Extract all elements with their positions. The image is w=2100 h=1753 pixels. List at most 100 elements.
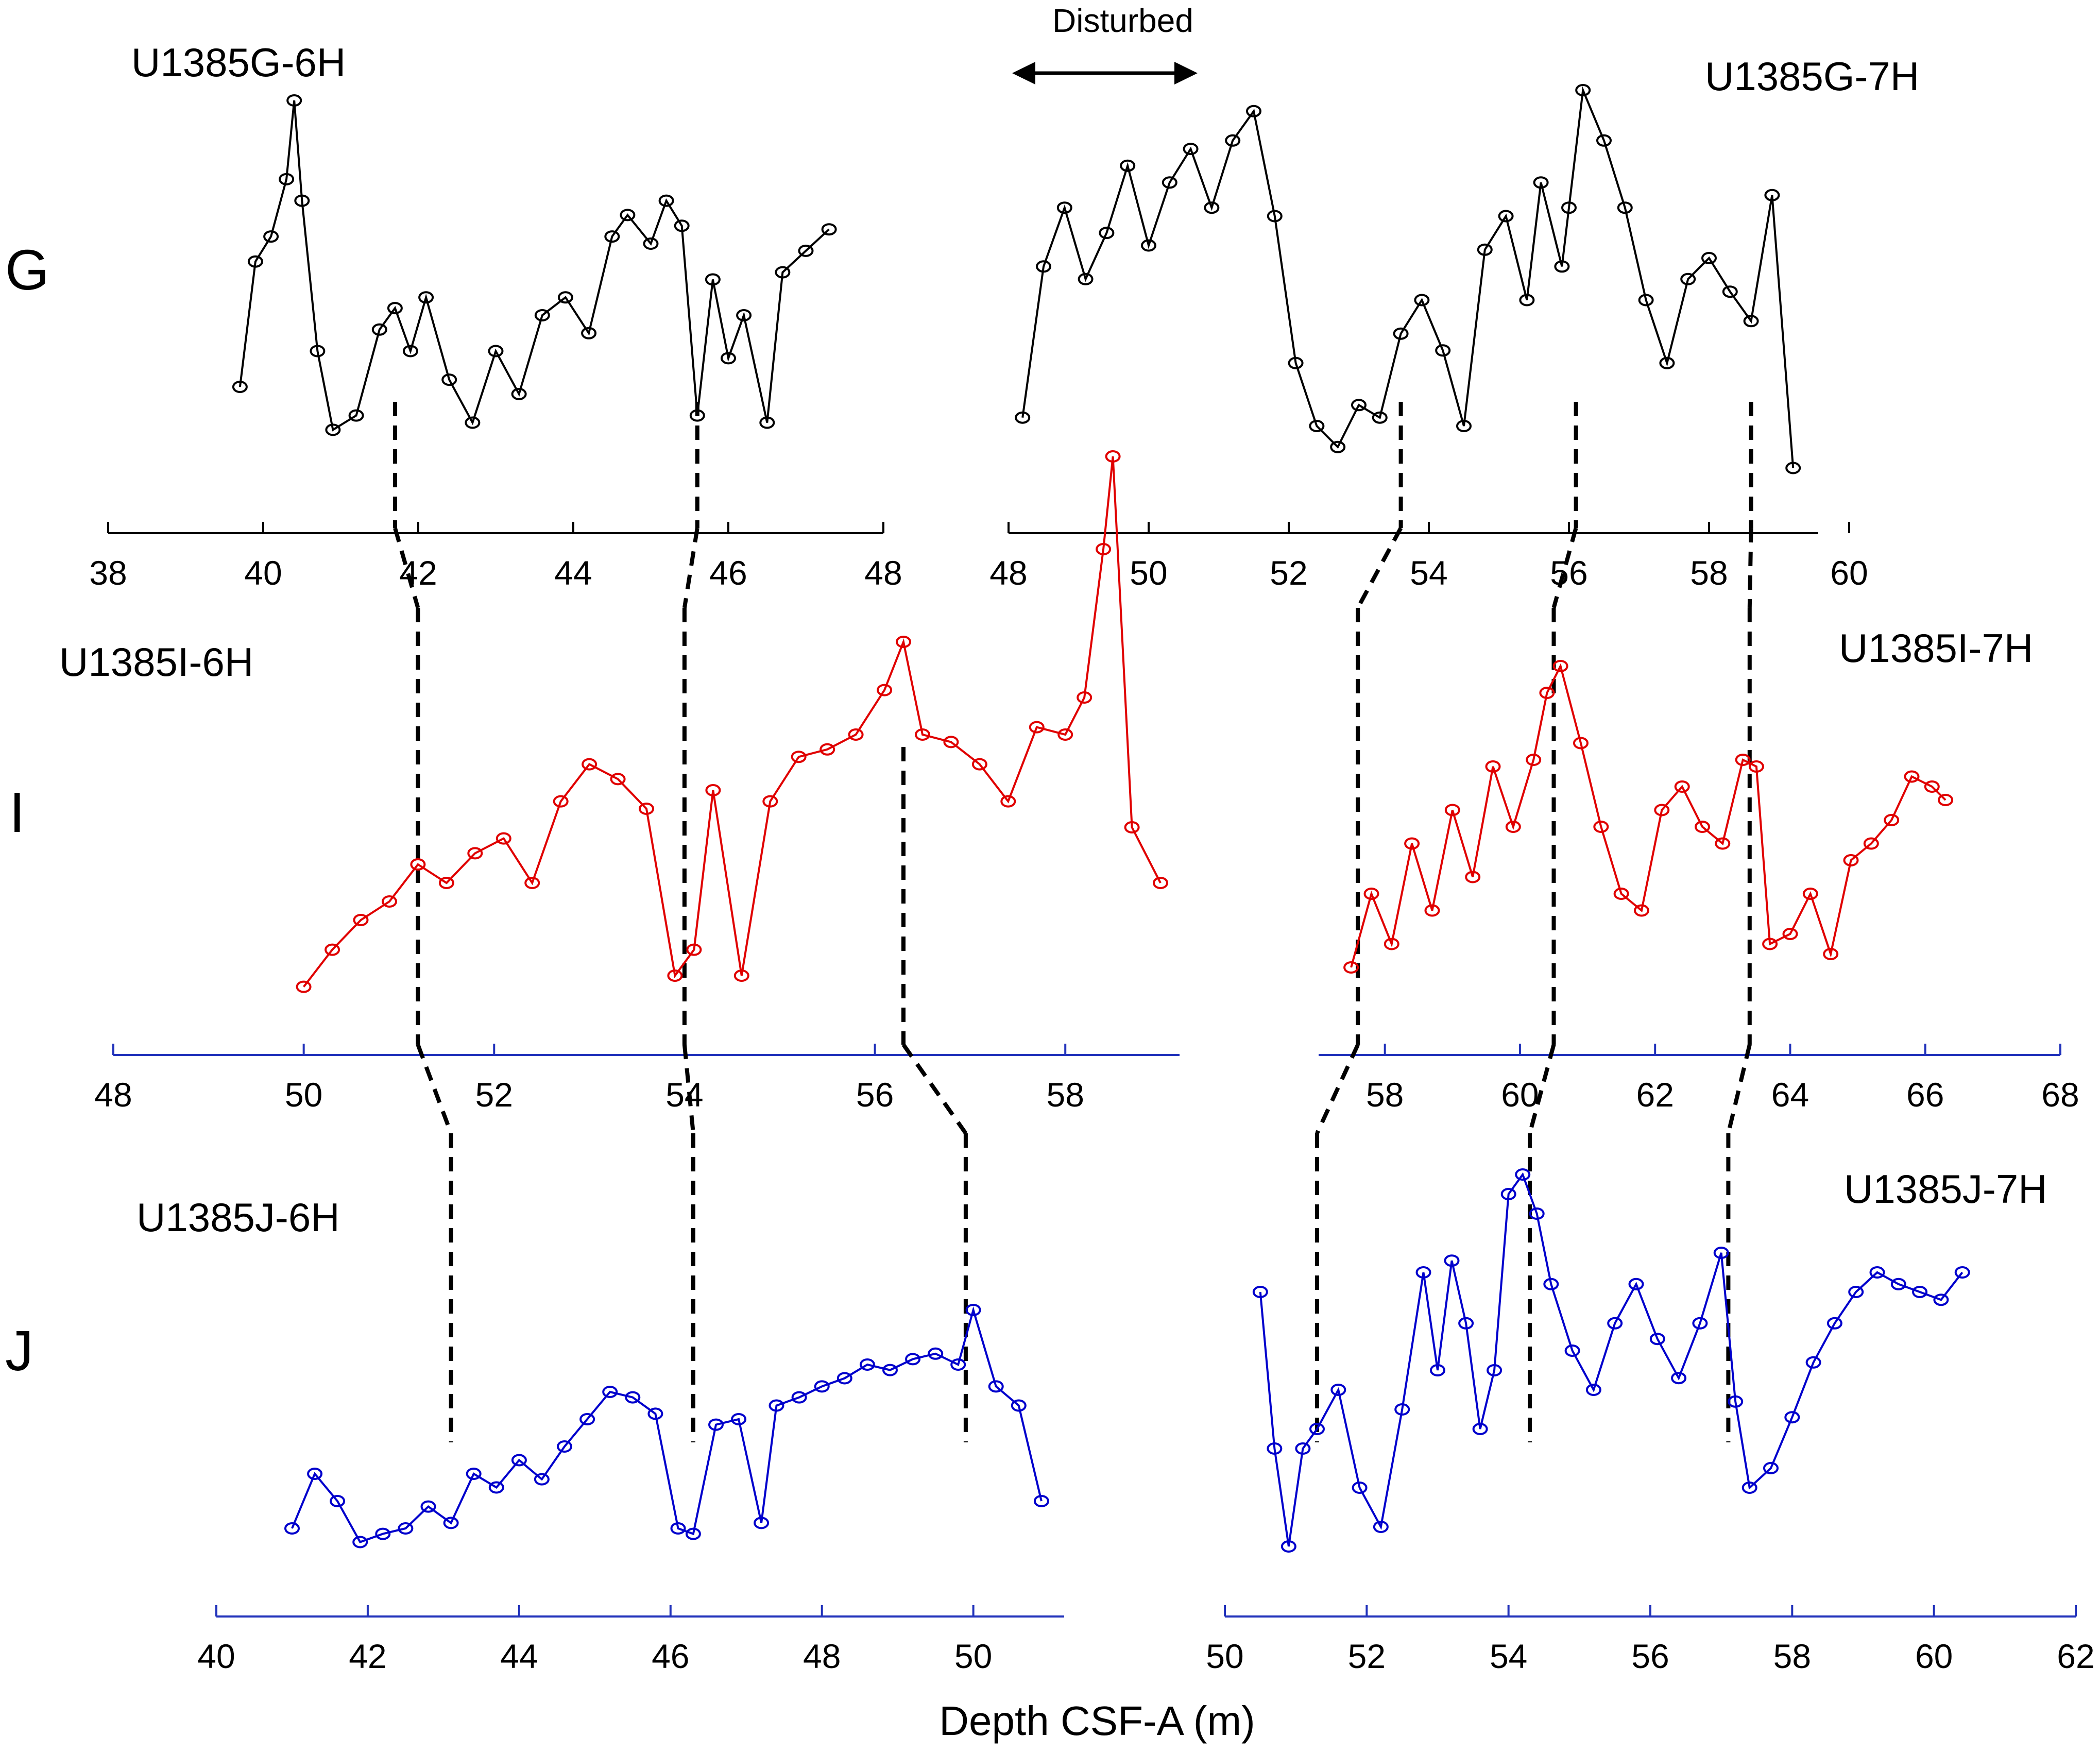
data-point <box>708 1418 724 1431</box>
data-point <box>819 743 835 756</box>
data-point <box>1890 1278 1906 1290</box>
data-point <box>325 943 340 956</box>
data-point <box>877 684 893 696</box>
data-point <box>971 758 987 771</box>
data-point <box>1444 804 1460 816</box>
data-point <box>1404 837 1420 850</box>
data-point <box>1281 1540 1296 1553</box>
data-point <box>721 352 736 365</box>
data-point <box>1267 1442 1283 1455</box>
data-point <box>647 1407 663 1420</box>
x-tick-label: 66 <box>1906 1076 1944 1114</box>
data-point <box>488 1481 504 1494</box>
core-title-u1385g-6h: U1385G-6H <box>131 40 346 85</box>
x-tick-label: 52 <box>1270 554 1307 592</box>
x-axis-label: Depth CSF-A (m) <box>939 1698 1255 1744</box>
data-point <box>1695 821 1710 833</box>
data-point <box>1933 1294 1949 1306</box>
data-point <box>1351 399 1367 412</box>
series-u1385g-6h <box>232 94 837 436</box>
series-u1385g-7h <box>1015 84 1801 474</box>
x-tick-label: 60 <box>1501 1076 1539 1114</box>
data-point <box>1802 888 1818 900</box>
data-point <box>639 803 654 815</box>
data-point <box>1561 201 1577 214</box>
data-point <box>1183 143 1199 156</box>
x-tick-label: 52 <box>475 1076 513 1114</box>
data-point <box>1805 1356 1821 1369</box>
tie-line-segment <box>393 527 420 609</box>
data-point <box>1634 904 1649 917</box>
data-point <box>1000 795 1016 808</box>
x-tick-label: 58 <box>1773 1637 1811 1675</box>
data-point <box>1487 1364 1503 1376</box>
data-point <box>1141 239 1156 252</box>
x-axis-u1385g-7h: 48 50 52 54 56 58 60 <box>989 522 1868 592</box>
hole-label-i: I <box>9 781 25 844</box>
data-point <box>1036 260 1051 273</box>
data-point <box>759 416 775 429</box>
data-point <box>1782 928 1798 940</box>
tie-line <box>901 747 968 1442</box>
x-axis-u1385i-7h: 58 60 62 64 66 68 <box>1319 1044 2079 1114</box>
data-point <box>1722 285 1738 298</box>
data-point <box>1607 1317 1623 1330</box>
data-point <box>689 409 705 422</box>
tie-line <box>392 402 453 1442</box>
x-tick-label: 44 <box>554 554 592 592</box>
tie-line-segment <box>901 1043 968 1135</box>
data-point <box>1077 691 1092 704</box>
x-tick-label: 58 <box>1366 1076 1404 1114</box>
data-point <box>602 1386 618 1398</box>
data-point <box>1585 1384 1601 1396</box>
data-point <box>1456 420 1472 432</box>
data-point <box>733 969 749 982</box>
data-point <box>1826 1317 1842 1330</box>
data-point <box>1363 888 1379 900</box>
x-tick-label: 50 <box>954 1637 992 1675</box>
data-point <box>1904 770 1920 783</box>
x-tick-label: 42 <box>349 1637 386 1675</box>
x-tick-label: 46 <box>652 1637 689 1675</box>
data-point <box>371 323 387 336</box>
data-point <box>1762 938 1778 950</box>
data-point <box>1748 760 1764 773</box>
data-point <box>382 895 397 908</box>
data-point <box>1498 210 1514 223</box>
tie-line-segment <box>416 1044 453 1134</box>
data-point <box>950 1358 966 1371</box>
x-tick-label: 54 <box>1410 554 1447 592</box>
data-point <box>1330 1384 1346 1396</box>
data-point <box>1863 837 1879 850</box>
data-point <box>1671 1372 1687 1385</box>
data-point <box>928 1347 944 1360</box>
tie-line <box>682 402 699 1442</box>
data-point <box>1415 1266 1431 1279</box>
core-title-u1385i-7h: U1385I-7H <box>1839 625 2033 671</box>
x-tick-label: 54 <box>665 1076 703 1114</box>
x-axis-u1385g-6h: 38 40 42 44 46 48 <box>89 522 902 592</box>
series-line <box>238 100 830 432</box>
tie-line <box>1726 402 1753 1442</box>
data-point <box>1435 344 1451 357</box>
data-point <box>1343 961 1359 974</box>
data-point <box>1785 462 1801 474</box>
data-point <box>387 302 403 315</box>
series-line <box>1259 1172 1964 1547</box>
data-point <box>418 291 434 304</box>
tie-line-segment <box>682 527 699 608</box>
x-tick-label: 50 <box>1206 1637 1243 1675</box>
x-tick-label: 44 <box>500 1637 538 1675</box>
data-point <box>1424 904 1440 917</box>
data-point <box>1715 837 1731 850</box>
data-point <box>1057 728 1073 741</box>
x-tick-label: 48 <box>94 1076 132 1114</box>
data-point <box>1120 159 1136 172</box>
data-point <box>1848 1286 1864 1298</box>
data-point <box>1954 1266 1970 1279</box>
data-point <box>1564 1344 1580 1357</box>
tie-line-segment <box>1726 1044 1752 1134</box>
data-point <box>1526 754 1542 766</box>
data-point <box>1015 411 1031 424</box>
data-point <box>1011 1399 1027 1412</box>
